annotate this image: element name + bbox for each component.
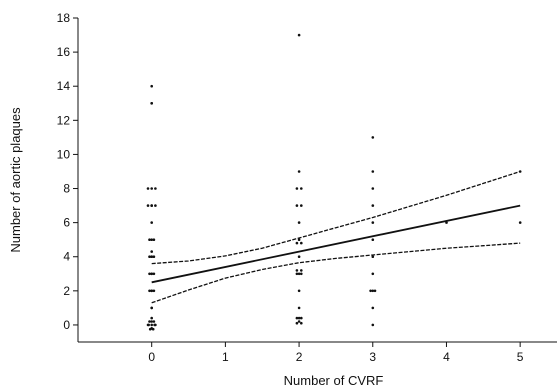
x-tick-label: 5: [517, 350, 524, 364]
data-point: [150, 187, 153, 190]
data-point: [373, 289, 377, 293]
y-tick-label: 12: [57, 113, 71, 127]
data-point: [150, 250, 153, 253]
y-tick-label: 4: [63, 250, 70, 264]
data-point: [152, 289, 156, 293]
data-point: [152, 255, 156, 258]
data-point: [150, 221, 153, 224]
data-point: [295, 204, 299, 207]
data-point: [150, 289, 153, 293]
data-point: [297, 170, 301, 173]
data-point: [371, 323, 375, 327]
data-point: [148, 255, 151, 258]
y-tick-label: 10: [57, 147, 71, 161]
data-point: [297, 316, 301, 320]
x-axis-title: Number of CVRF: [284, 373, 384, 388]
data-point: [152, 272, 156, 276]
data-point: [371, 306, 375, 310]
data-point: [371, 255, 375, 258]
data-point: [300, 321, 303, 325]
data-point: [295, 187, 299, 190]
data-point: [297, 238, 301, 241]
x-tick-label: 2: [296, 350, 303, 364]
lower-confidence-curve: [151, 242, 521, 304]
data-points: [146, 33, 522, 331]
data-point: [300, 272, 303, 276]
data-point: [147, 323, 150, 327]
data-point: [150, 272, 153, 276]
data-point: [152, 238, 156, 241]
data-point: [371, 221, 375, 224]
data-point: [371, 238, 375, 241]
x-tick-label: 4: [443, 350, 450, 364]
data-point: [150, 323, 153, 327]
data-point: [297, 221, 301, 224]
y-axis-title: Number of aortic plaques: [8, 107, 23, 253]
data-point: [371, 272, 375, 276]
data-point: [518, 221, 522, 224]
data-point: [297, 272, 301, 276]
data-point: [295, 241, 299, 245]
data-point: [148, 238, 151, 241]
data-point: [300, 241, 303, 245]
data-point: [518, 170, 522, 173]
regression-line-group: [151, 204, 521, 284]
data-point: [146, 187, 150, 190]
data-point: [297, 255, 301, 258]
y-tick-label: 2: [63, 284, 70, 298]
data-point: [295, 316, 299, 320]
data-point: [369, 289, 372, 293]
data-point: [150, 320, 153, 323]
data-point: [154, 187, 157, 190]
data-point: [152, 320, 156, 323]
data-point: [150, 204, 153, 207]
y-tick-label: 6: [63, 216, 70, 230]
data-point: [297, 33, 301, 37]
data-point: [150, 84, 153, 88]
data-point: [371, 136, 375, 139]
x-tick-label: 1: [222, 350, 229, 364]
y-tick-label: 18: [57, 11, 71, 25]
y-tick-label: 14: [57, 79, 71, 93]
data-point: [148, 272, 151, 276]
y-tick-label: 8: [63, 182, 70, 196]
data-point: [153, 323, 156, 327]
data-point: [300, 316, 303, 320]
data-point: [371, 170, 375, 173]
data-point: [297, 306, 301, 310]
upper-confidence-curve: [151, 170, 521, 265]
data-point: [300, 204, 303, 207]
data-point: [371, 187, 375, 190]
data-point: [295, 272, 299, 276]
data-point: [150, 102, 153, 105]
data-point: [297, 320, 301, 323]
x-tick-label: 0: [148, 350, 155, 364]
x-tick-label: 3: [369, 350, 376, 364]
y-tick-label: 0: [63, 318, 70, 332]
data-point: [150, 327, 153, 330]
confidence-bands: [151, 170, 521, 304]
y-tick-label: 16: [57, 45, 71, 59]
data-point: [150, 316, 153, 320]
data-point: [150, 238, 153, 241]
data-point: [146, 204, 150, 207]
data-point: [371, 289, 375, 293]
data-point: [148, 320, 151, 323]
data-point: [295, 269, 299, 272]
data-point: [445, 221, 448, 224]
data-point: [295, 321, 299, 325]
data-point: [150, 306, 153, 310]
data-point: [148, 289, 151, 293]
data-point: [150, 255, 153, 258]
regression-line: [151, 204, 521, 284]
data-point: [300, 269, 303, 272]
data-point: [300, 187, 303, 190]
data-point: [371, 204, 375, 207]
data-point: [154, 204, 157, 207]
data-point: [297, 289, 301, 293]
